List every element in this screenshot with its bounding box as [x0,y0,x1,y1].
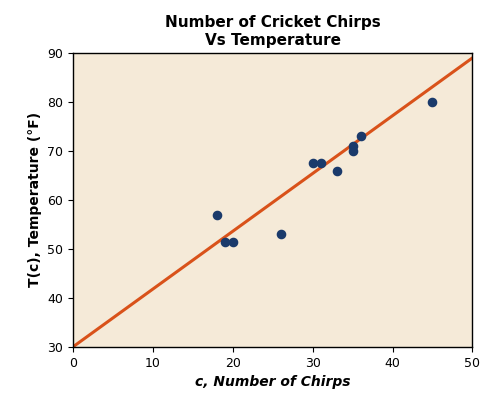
X-axis label: c, Number of Chirps: c, Number of Chirps [195,375,351,389]
Point [349,148,356,154]
Point [277,231,284,237]
Y-axis label: T(c), Temperature (°F): T(c), Temperature (°F) [28,112,42,288]
Point [309,160,317,166]
Point [356,133,364,140]
Point [229,238,237,245]
Point [349,143,356,149]
Title: Number of Cricket Chirps
Vs Temperature: Number of Cricket Chirps Vs Temperature [165,16,381,48]
Point [429,99,436,105]
Point [221,238,229,245]
Point [317,160,324,166]
Point [213,211,221,218]
Point [333,167,340,174]
